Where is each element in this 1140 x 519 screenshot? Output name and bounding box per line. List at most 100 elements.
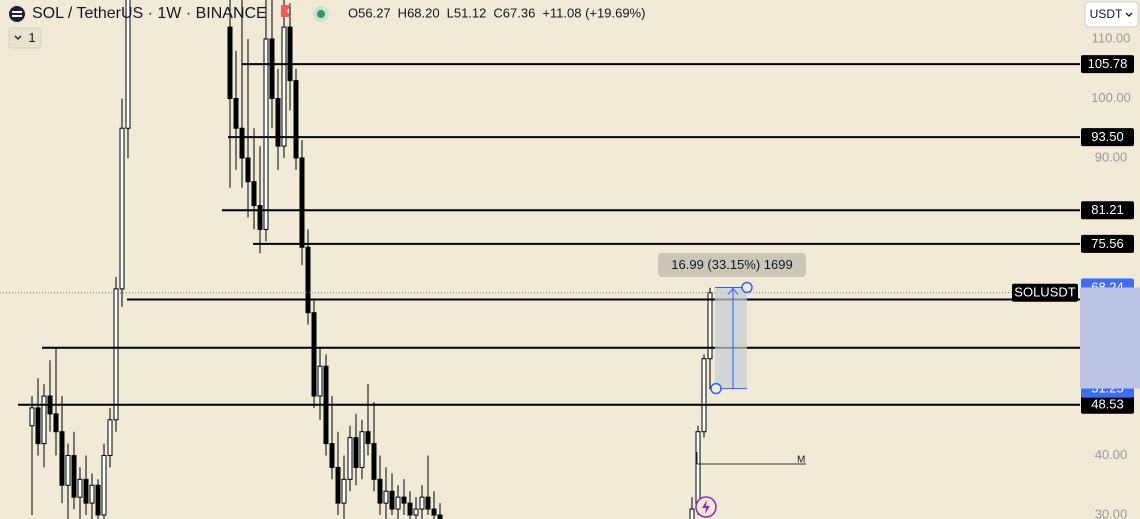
candle-body [395,496,401,510]
candle-body [65,455,71,486]
candle-body [53,413,59,433]
marker-label: M [797,455,805,466]
chevron [14,35,22,40]
candle-body [419,496,425,510]
level-label-box [1081,128,1134,147]
candle-body [305,246,311,314]
candle-body [347,437,353,480]
measure-handle[interactable] [741,281,753,294]
candle-body [125,0,131,129]
change: +11.08 (+19.69%) [542,5,645,20]
candle-body [227,26,233,99]
candle-body [299,157,305,248]
symbol-tag: SOLUSDT [1014,285,1075,300]
level-label: 48.53 [1091,397,1124,412]
measure-label: 16.99 (33.15%) 1699 [671,257,792,272]
status-dot [317,10,325,18]
measure-handle[interactable] [710,382,722,395]
candle-body [425,496,431,510]
candle-body [383,490,389,504]
price-tick-label: 30.00 [1095,506,1128,519]
axis-range-shade [1080,287,1140,389]
candle-body [389,490,395,510]
candle-body [239,127,245,159]
candle-body [341,478,347,504]
level-label-box [1081,201,1134,220]
candle-body [293,80,299,159]
arrow-head [727,287,739,295]
candle-body [287,26,293,82]
collapse-toggle[interactable] [8,27,42,49]
candle-body [275,97,281,147]
level-label: 81.21 [1091,202,1124,217]
symbol-title[interactable]: SOL / TetherUS · 1W · BINANCE [32,5,267,22]
ohlc-key: C [493,5,502,20]
candle-body [371,443,377,480]
candle-body [107,419,113,457]
candle-body [365,431,371,445]
candle-body [263,38,269,230]
candle-body [113,288,119,421]
candle-body [689,508,695,519]
ohlc-legend: O 56.27 H 68.20 L 51.12 C 67.36 +11.08 (+19.69%) [348,5,645,20]
candle-body [311,312,317,397]
candle-body [251,181,257,207]
candle-body [407,502,413,516]
candle-body [269,38,275,99]
flag-icon[interactable] [281,5,291,17]
candle-body [359,431,365,468]
symbol-tag-box [1012,283,1078,302]
candle-body [695,431,701,510]
price-tick-label: 90.00 [1095,149,1128,164]
measure-label-box [658,253,806,277]
candle-layer [29,0,713,519]
candle-body [437,514,443,519]
candle-body [353,437,359,468]
level-label-box [1081,395,1134,414]
level-label-box [1081,234,1134,253]
candle-body [401,496,407,504]
candle-body [335,466,341,504]
candle-body [83,478,89,504]
measure-area [715,287,747,389]
ohlc-value: 51.12 [454,5,487,20]
candle-body [413,508,419,516]
candle-body [701,358,707,433]
lightning [702,500,710,514]
candle-body [245,157,251,183]
ohlc-value: 56.27 [358,5,391,20]
candle-body [95,484,101,516]
level-label: 105.78 [1088,56,1128,71]
symbol-icon [9,6,25,22]
ohlc-key: O [348,5,358,20]
candle-body [257,205,263,230]
ohlc-value: 67.36 [503,5,536,20]
ohlc-key: L [447,5,454,20]
candle-body [77,478,83,498]
price-tick-label: 100.00 [1091,90,1131,105]
candle-body [233,97,239,129]
icon-stripe [12,15,22,17]
ohlc-key: H [398,5,407,20]
candle-body [35,407,41,445]
level-label-box [1081,55,1134,74]
candle-body [707,292,713,360]
candle-body [41,395,47,445]
candle-body [59,431,65,486]
candle-body [29,407,35,427]
icon-stripe [12,11,22,13]
candle-body [71,455,77,498]
currency-dropdown[interactable] [1084,1,1139,28]
candle-body [377,478,383,504]
ohlc-value: 68.20 [407,5,440,20]
toggle-count: 1 [28,30,35,45]
price-tick-label: 110.00 [1092,30,1131,45]
candle-body [119,127,125,290]
candle-body [89,484,95,504]
chevron [1125,12,1133,17]
price-tick-label: 40.00 [1095,447,1128,462]
level-label: 93.50 [1091,129,1124,144]
